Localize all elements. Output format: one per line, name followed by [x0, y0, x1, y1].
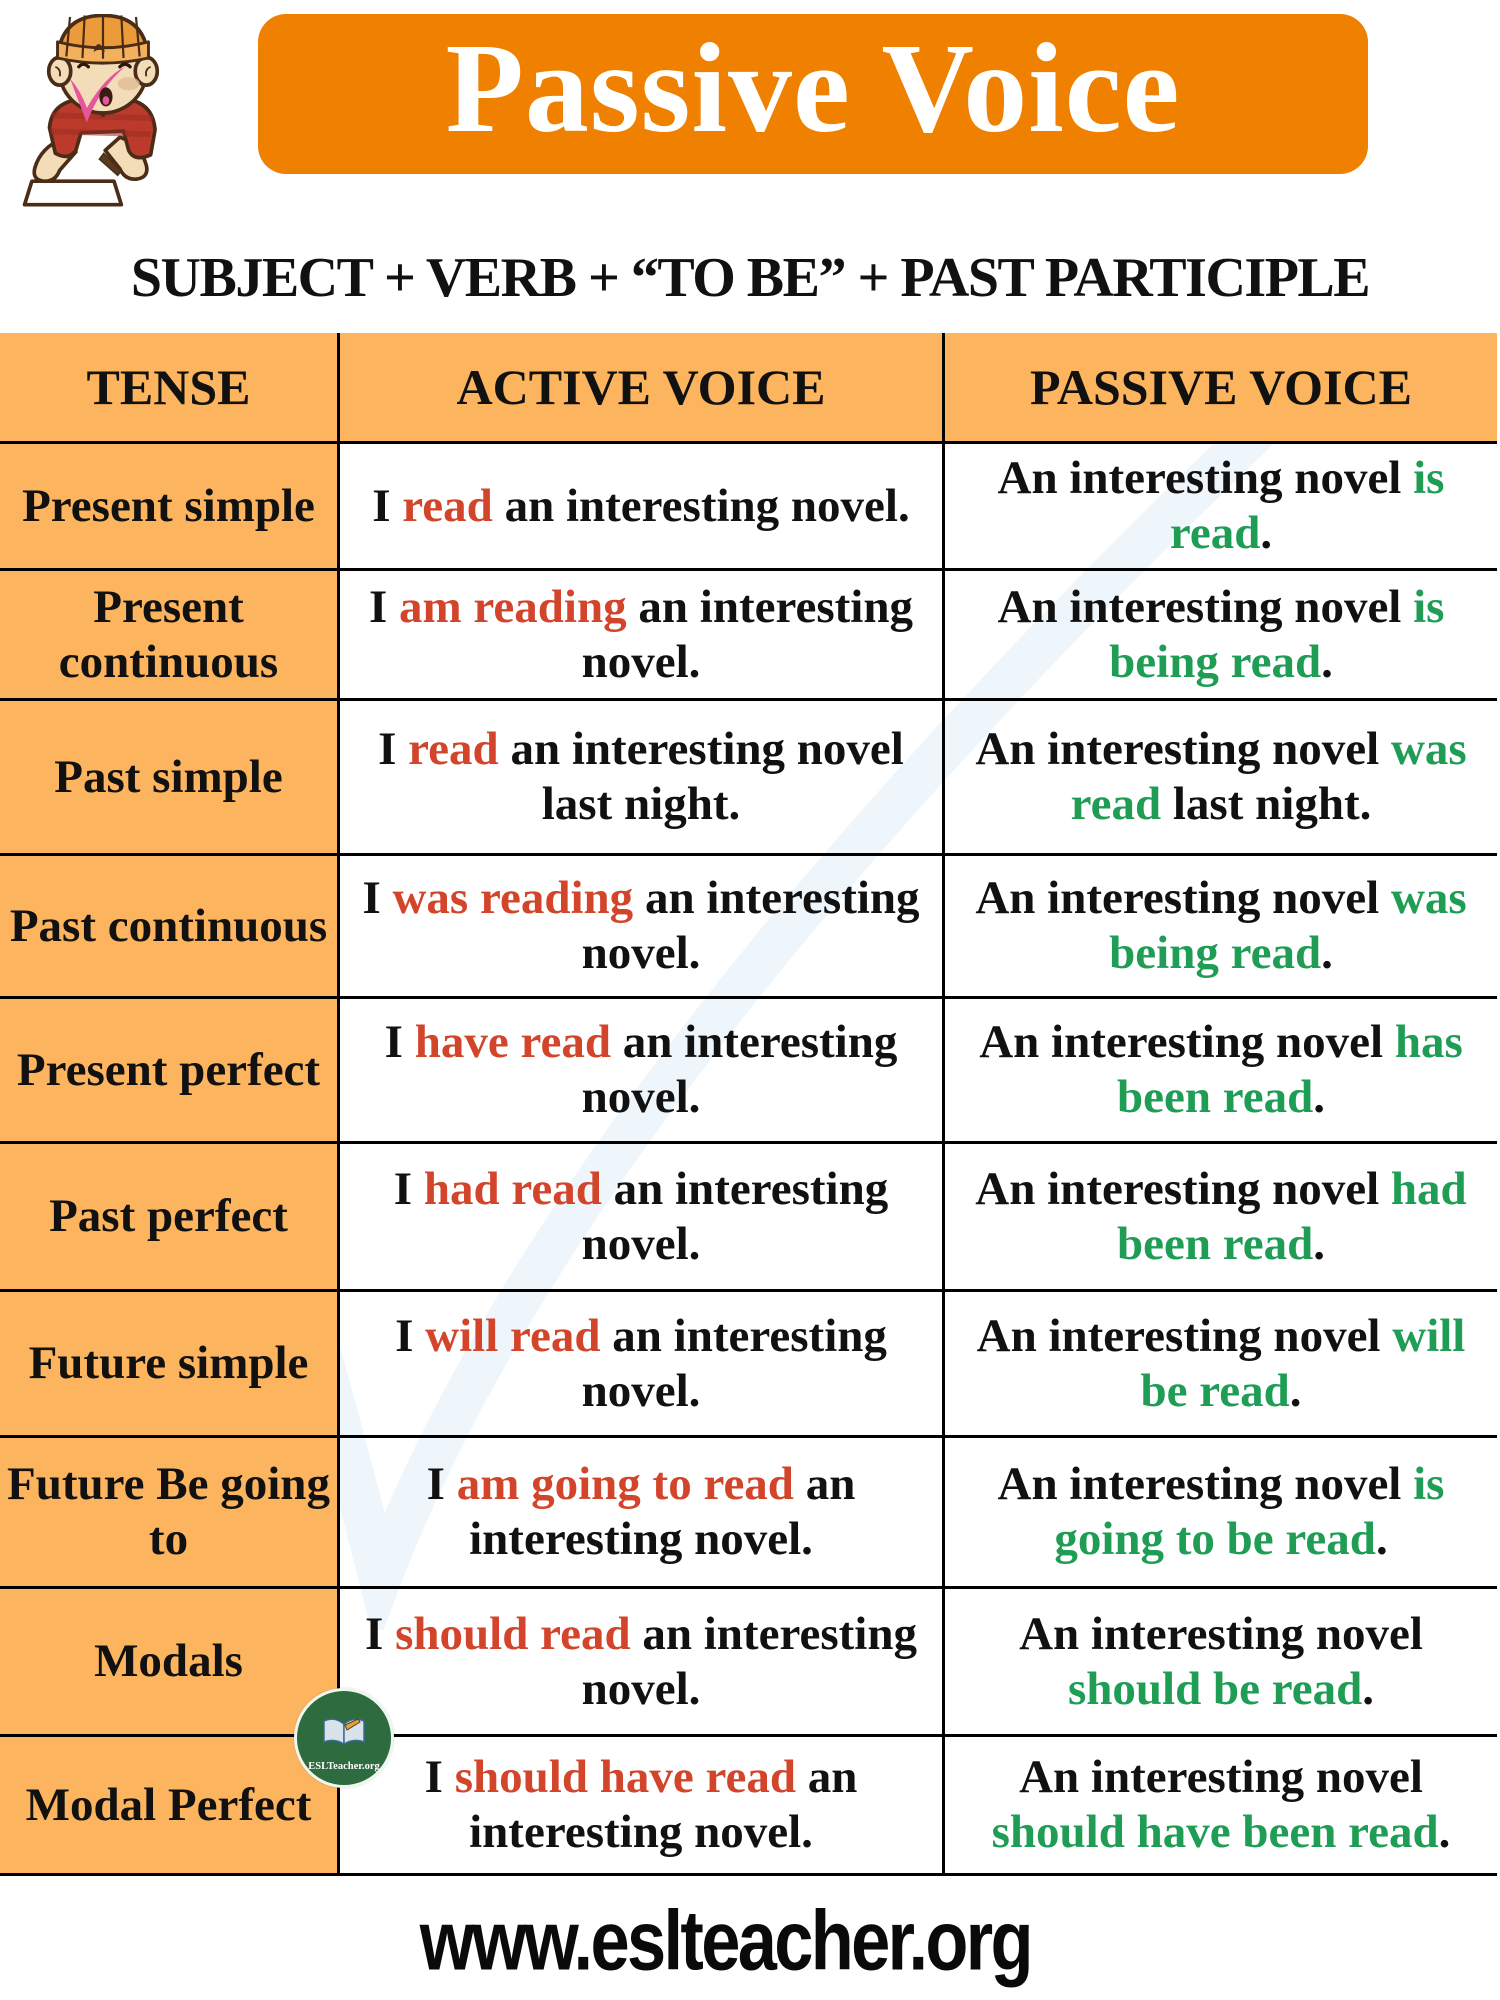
svg-text:ESLTeacher.org: ESLTeacher.org [308, 1761, 380, 1772]
